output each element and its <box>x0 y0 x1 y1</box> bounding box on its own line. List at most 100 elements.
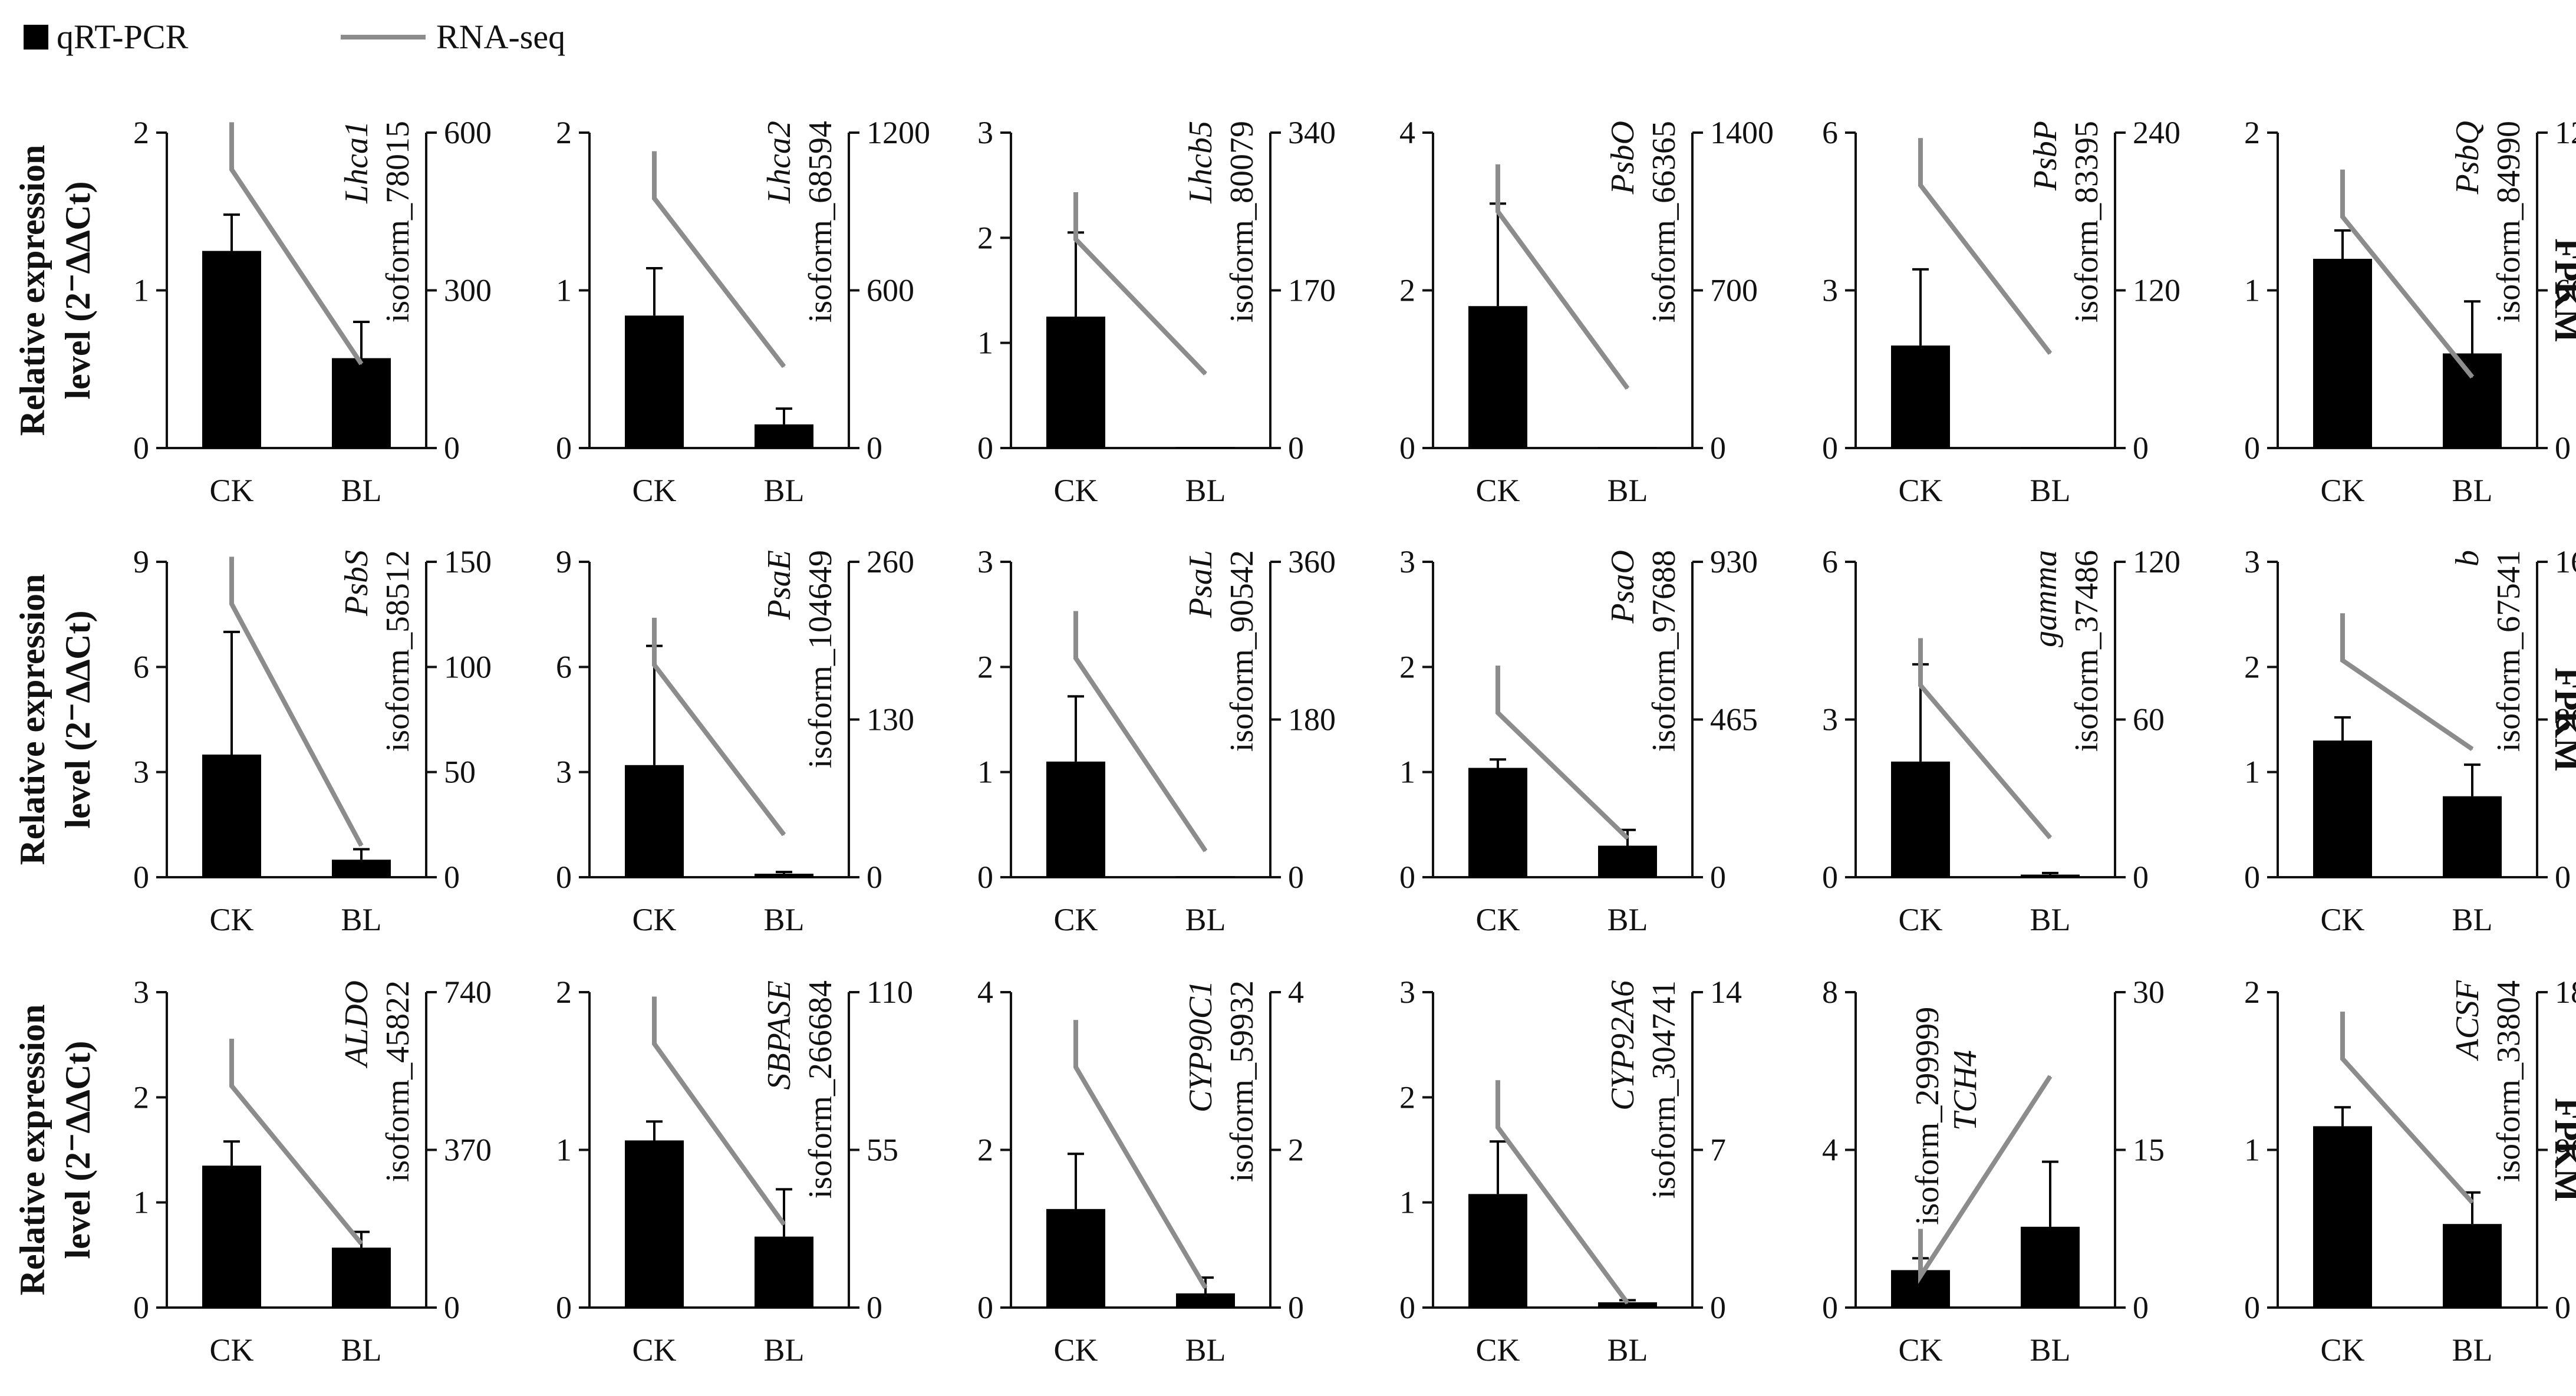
y2-tick-label: 2 <box>1288 1132 1304 1168</box>
isoform-label: isoform_58512 <box>380 550 416 752</box>
isoform-label: isoform_90542 <box>1224 550 1260 752</box>
rna-seq-point-CK <box>2342 660 2343 661</box>
bar-CK <box>202 1165 261 1308</box>
y-axis-right-title: FPKM <box>2548 238 2576 343</box>
row-2-labels: Relative expression level (2⁻∆∆Ct) FPKM <box>13 574 2576 865</box>
y2-tick-label: 600 <box>867 273 914 308</box>
x-tick-label: BL <box>1607 1332 1648 1368</box>
row-1-labels: Relative expression level (2⁻∆∆Ct) FPKM <box>13 145 2576 436</box>
x-tick-label: BL <box>341 902 381 937</box>
bar-BL <box>332 358 391 448</box>
bar-BL <box>1176 876 1235 877</box>
y2-tick-label: 180 <box>2555 974 2576 1010</box>
gene-label: CYP90C1 <box>1182 980 1219 1112</box>
y-tick-label: 1 <box>977 325 993 361</box>
bar-CK <box>1468 1194 1527 1308</box>
y-tick-label: 0 <box>133 430 149 466</box>
y-tick-label: 2 <box>1399 649 1415 684</box>
x-tick-label: BL <box>341 1332 381 1368</box>
chart-panel-b: 0 1 2 3 0 80 160 CK BL b isoform_67541 <box>2244 544 2576 937</box>
rna-seq-point-BL <box>783 1223 785 1225</box>
y2-tick-label: 340 <box>1288 115 1336 150</box>
chart-panel-SBPASE: 0 1 2 0 55 110 CK BL SBPASE isoform_266684 <box>556 974 913 1368</box>
y2-tick-label: 0 <box>867 860 882 895</box>
bar-CK <box>1891 761 1950 877</box>
y-tick-label: 2 <box>556 115 572 150</box>
y-axis-left-title: Relative expression level (2⁻∆∆Ct) <box>13 145 97 436</box>
y-tick-label: 2 <box>556 974 572 1010</box>
bar-CK <box>2313 740 2372 877</box>
rna-seq-point-CK <box>1920 1275 1921 1277</box>
x-tick-label: CK <box>2320 1332 2364 1368</box>
rna-seq-point-CK <box>654 197 655 199</box>
y2-tick-label: 0 <box>1710 430 1726 466</box>
y2-tick-label: 600 <box>444 115 492 150</box>
y2-tick-label: 7 <box>1710 1132 1726 1168</box>
chart-panel-CYP92A6: 0 1 2 3 0 7 14 CK BL CYP92A6 isoform_304741 <box>1399 974 1742 1368</box>
y-axis-right-title: FPKM <box>2548 667 2576 772</box>
chart-panel-Lhca1: 0 1 2 0 300 600 CK BL Lhca1 isoform_78015 <box>133 115 492 508</box>
y-tick-label: 1 <box>2244 755 2260 790</box>
y2-tick-label: 15 <box>2133 1132 2165 1168</box>
chart-panel-PsaL: 0 1 2 3 0 180 360 CK BL PsaL isoform_90542 <box>977 544 1336 937</box>
isoform-label: isoform_299999 <box>1909 1007 1946 1225</box>
isoform-label: isoform_80079 <box>1224 121 1260 322</box>
y-tick-label: 8 <box>1822 974 1838 1010</box>
bar-BL <box>2021 1226 2080 1308</box>
isoform-label: isoform_78015 <box>380 121 416 322</box>
x-tick-label: BL <box>1607 902 1648 937</box>
isoform-label: isoform_37486 <box>2068 550 2105 752</box>
rna-seq-point-CK <box>654 1043 655 1045</box>
y-tick-label: 2 <box>1399 273 1415 308</box>
gene-label: b <box>2449 550 2486 567</box>
y-tick-label: 4 <box>1399 115 1415 150</box>
bar-BL <box>1598 845 1657 877</box>
y2-tick-label: 370 <box>444 1132 492 1168</box>
y2-tick-label: 0 <box>2555 430 2571 466</box>
isoform-label: isoform_59932 <box>1224 980 1260 1182</box>
x-tick-label: BL <box>1607 473 1648 508</box>
y-tick-label: 3 <box>2244 544 2260 580</box>
bar-CK <box>625 1140 684 1308</box>
gene-label: PsbS <box>338 550 375 617</box>
y-tick-label: 0 <box>556 1290 572 1325</box>
rna-seq-point-CK <box>231 169 232 170</box>
y-tick-label: 9 <box>133 544 149 580</box>
x-tick-label: BL <box>2452 1332 2492 1368</box>
isoform-label: isoform_266684 <box>802 980 839 1199</box>
bar-CK <box>1046 1209 1105 1308</box>
y2-tick-label: 160 <box>2555 544 2576 580</box>
y-tick-label: 4 <box>1822 1132 1838 1168</box>
y-tick-label: 3 <box>1399 544 1415 580</box>
isoform-label: isoform_304741 <box>1646 980 1682 1199</box>
gene-label: ACSF <box>2449 980 2486 1062</box>
y-tick-label: 0 <box>977 430 993 466</box>
chart-panel-PsaO: 0 1 2 3 0 465 930 CK BL PsaO isoform_97688 <box>1399 544 1758 937</box>
legend: qRT-PCR RNA-seq <box>24 18 565 56</box>
bar-BL <box>332 860 391 877</box>
x-tick-label: BL <box>1185 1332 1226 1368</box>
gene-label: gamma <box>2027 550 2064 647</box>
rna-seq-point-BL <box>361 363 362 365</box>
rna-seq-point-CK <box>1497 1127 1498 1128</box>
y-tick-label: 2 <box>133 1079 149 1115</box>
y-tick-label: 2 <box>977 1132 993 1168</box>
y-tick-label: 0 <box>556 430 572 466</box>
y-tick-label: 6 <box>556 649 572 684</box>
bar-CK <box>202 754 261 877</box>
y2-tick-label: 14 <box>1710 974 1742 1010</box>
isoform-label: isoform_45822 <box>380 980 416 1182</box>
y-tick-label: 0 <box>2244 1290 2260 1325</box>
x-tick-label: CK <box>1053 902 1098 937</box>
isoform-label: isoform_66365 <box>1646 121 1682 322</box>
y2-tick-label: 740 <box>444 974 492 1010</box>
y-tick-label: 1 <box>133 273 149 308</box>
y-tick-label: 0 <box>1399 1290 1415 1325</box>
y2-tick-label: 0 <box>1288 860 1304 895</box>
y-tick-label: 2 <box>2244 115 2260 150</box>
bar-CK <box>1468 306 1527 448</box>
y2-tick-label: 0 <box>444 1290 460 1325</box>
y2-tick-label: 260 <box>867 544 914 580</box>
